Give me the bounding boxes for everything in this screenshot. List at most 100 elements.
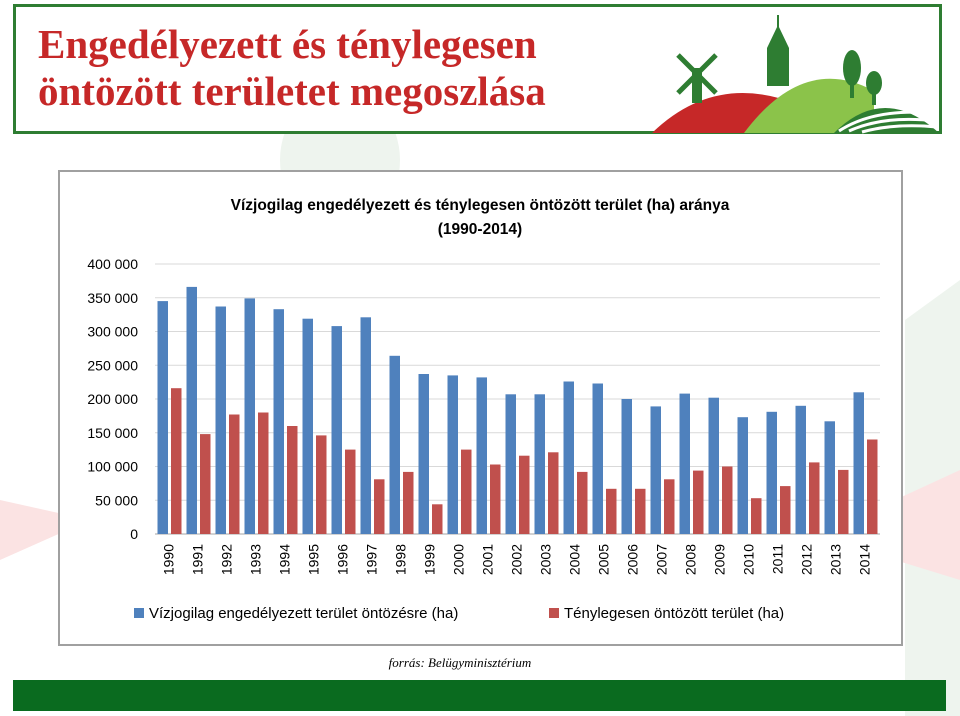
legend-swatch-approved (134, 608, 144, 618)
bar-approved (592, 383, 603, 534)
bar-approved (302, 318, 313, 534)
bar-chart: Vízjogilag engedélyezett és ténylegesen … (87, 197, 880, 622)
bar-irrigated (461, 449, 472, 534)
x-tick-label: 2005 (596, 544, 612, 575)
bar-irrigated (751, 498, 762, 534)
y-tick-label: 150 000 (87, 425, 138, 441)
bar-approved (534, 394, 545, 534)
bar-approved (418, 374, 429, 534)
bar-irrigated (490, 464, 501, 534)
bar-irrigated (722, 466, 733, 534)
bar-irrigated (577, 471, 588, 534)
x-tick-label: 2003 (538, 544, 554, 575)
bar-irrigated (374, 479, 385, 534)
bar-irrigated (635, 488, 646, 534)
x-tick-label: 1993 (248, 544, 264, 575)
bar-irrigated (229, 414, 240, 534)
bar-irrigated (258, 412, 269, 534)
bar-irrigated (519, 455, 530, 534)
x-tick-label: 1996 (335, 544, 351, 575)
slide-title-line-1: Engedélyezett és ténylegesen (38, 21, 537, 67)
y-tick-label: 350 000 (87, 290, 138, 306)
chart-title: Vízjogilag engedélyezett és ténylegesen … (231, 197, 730, 214)
legend: Vízjogilag engedélyezett terület öntözés… (134, 605, 784, 622)
bar-irrigated (693, 470, 704, 534)
bar-irrigated (606, 488, 617, 534)
bar-approved (215, 306, 226, 534)
bar-irrigated (171, 388, 182, 534)
bar-approved (447, 375, 458, 534)
bar-irrigated (867, 439, 878, 534)
x-tick-label: 2000 (451, 544, 467, 575)
bar-irrigated (345, 449, 356, 534)
bar-irrigated (780, 486, 791, 534)
y-tick-label: 400 000 (87, 256, 138, 272)
chart-frame: Vízjogilag engedélyezett és ténylegesen … (58, 170, 903, 646)
bar-approved (621, 399, 632, 534)
x-tick-label: 2011 (770, 544, 786, 574)
x-tick-label: 1990 (161, 544, 177, 575)
x-tick-label: 2010 (741, 544, 757, 575)
y-tick-label: 100 000 (87, 459, 138, 475)
bar-approved (157, 301, 168, 534)
bar-approved (650, 406, 661, 534)
x-tick-label: 2013 (828, 544, 844, 575)
bar-approved (244, 298, 255, 534)
x-tick-label: 2009 (712, 544, 728, 575)
legend-swatch-irrigated (549, 608, 559, 618)
legend-label-approved: Vízjogilag engedélyezett terület öntözés… (149, 605, 458, 622)
bar-irrigated (200, 434, 211, 534)
bar-approved (273, 309, 284, 534)
x-tick-label: 2014 (857, 544, 873, 575)
x-tick-label: 1997 (364, 544, 380, 575)
legend-label-irrigated: Ténylegesen öntözött terület (ha) (564, 605, 784, 622)
y-tick-label: 300 000 (87, 324, 138, 340)
bar-approved (708, 397, 719, 534)
bar-approved (476, 377, 487, 534)
y-tick-label: 250 000 (87, 357, 138, 373)
x-tick-label: 1991 (190, 544, 206, 575)
x-tick-label: 1999 (422, 544, 438, 575)
slide-title-line-2: öntözött területet megoszlása (38, 68, 546, 114)
y-axis-ticks: 0 50 000 100 000 150 000 200 000 250 000 300 0… (87, 256, 138, 542)
x-tick-label: 1995 (306, 544, 322, 575)
bar-approved (505, 394, 516, 534)
bar-approved (563, 381, 574, 534)
x-tick-label: 2007 (654, 544, 670, 575)
bar-approved (186, 286, 197, 534)
y-tick-label: 50 000 (95, 492, 138, 508)
x-tick-label: 2002 (509, 544, 525, 575)
y-tick-label: 0 (130, 526, 138, 542)
windmill-church-hills-logo (652, 15, 939, 134)
x-tick-label: 2001 (480, 544, 496, 575)
bar-approved (389, 355, 400, 534)
bar-approved (853, 392, 864, 535)
bar-irrigated (316, 435, 327, 534)
bar-irrigated (838, 469, 849, 534)
slide-title: Engedélyezett és ténylegesen öntözött te… (38, 21, 546, 115)
chart-subtitle: (1990-2014) (438, 221, 522, 238)
x-tick-label: 2004 (567, 544, 583, 575)
x-tick-label: 1998 (393, 544, 409, 575)
bar-irrigated (287, 426, 298, 534)
x-tick-label: 1994 (277, 544, 293, 575)
bar-approved (331, 326, 342, 534)
bar-irrigated (664, 479, 675, 534)
bar-approved (824, 421, 835, 534)
bar-approved (795, 405, 806, 535)
bar-approved (737, 417, 748, 534)
x-tick-label: 2012 (799, 544, 815, 575)
bar-irrigated (403, 471, 414, 534)
bars (157, 286, 878, 535)
x-tick-label: 2008 (683, 544, 699, 575)
y-tick-label: 200 000 (87, 391, 138, 407)
bar-irrigated (809, 462, 820, 534)
bar-approved (766, 411, 777, 534)
footer-bar (13, 680, 946, 711)
source-note: forrás: Belügyminisztérium (388, 655, 532, 670)
bar-irrigated (548, 452, 559, 534)
x-tick-label: 1992 (219, 544, 235, 575)
x-axis-ticks: 1990 1991 1992 1993 1994 1995 1996 1997 1998 1999… (161, 544, 873, 575)
title-box: Engedélyezett és ténylegesen öntözött te… (13, 4, 942, 134)
bar-irrigated (432, 504, 443, 534)
